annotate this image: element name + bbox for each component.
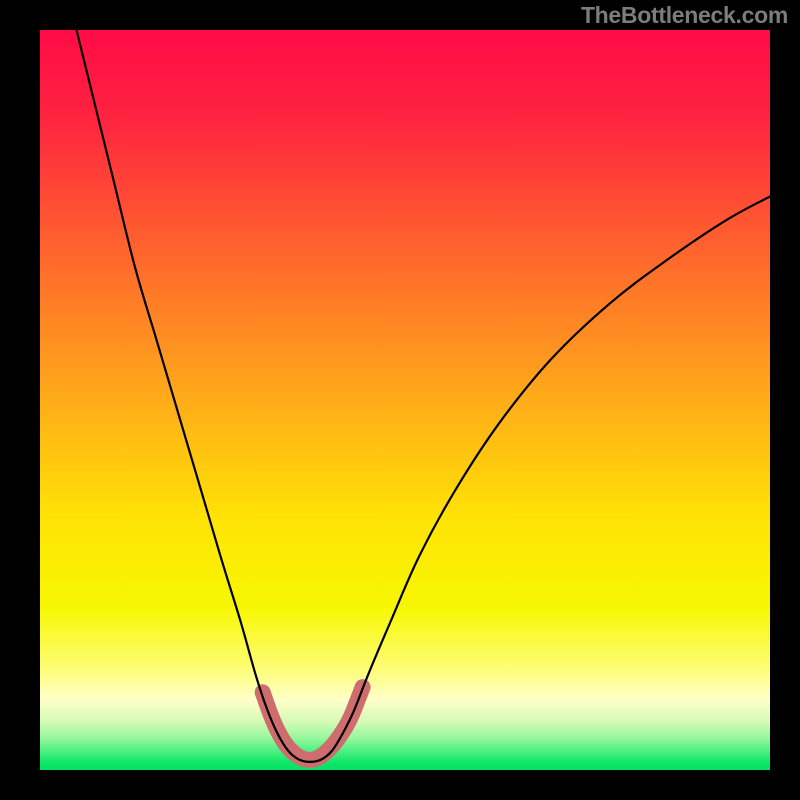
plot-background [40, 30, 770, 770]
watermark-text: TheBottleneck.com [581, 2, 788, 29]
bottleneck-chart [0, 0, 800, 800]
